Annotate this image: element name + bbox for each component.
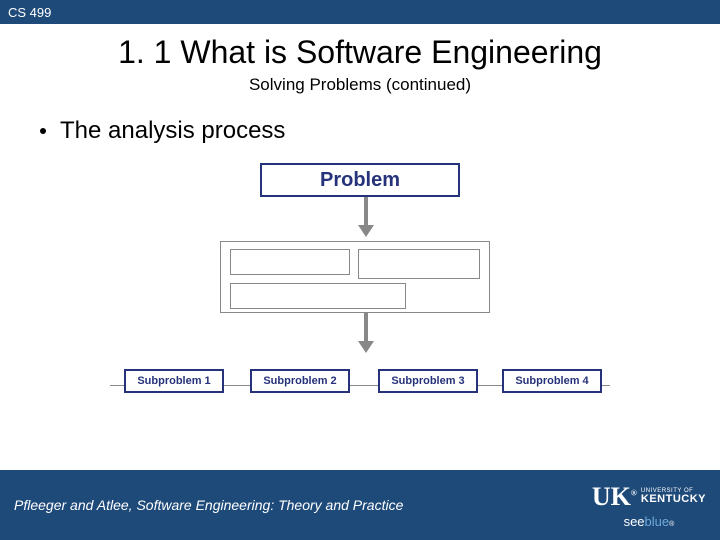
problem-label: Problem <box>262 165 458 195</box>
bullet-text: The analysis process <box>60 117 285 145</box>
uk-kentucky: KENTUCKY <box>641 494 706 505</box>
footer-bar: Pfleeger and Atlee, Software Engineering… <box>0 470 720 540</box>
bullet-item: The analysis process <box>40 117 720 145</box>
arrow-head-icon <box>358 225 374 237</box>
blue-text: blue <box>645 514 670 529</box>
uk-logo-row: UK® UNIVERSITY OF KENTUCKY <box>592 482 706 512</box>
slide-subtitle: Solving Problems (continued) <box>0 75 720 95</box>
header-bar: CS 499 <box>0 0 720 24</box>
mid-inner-box-2 <box>358 249 480 279</box>
subproblem-label: Subproblem 4 <box>504 371 600 391</box>
problem-box: Problem <box>260 163 460 197</box>
subproblem-box-2: Subproblem 2 <box>250 369 350 393</box>
subproblem-box-1: Subproblem 1 <box>124 369 224 393</box>
subproblem-box-3: Subproblem 3 <box>378 369 478 393</box>
arrow-head-icon <box>358 341 374 353</box>
analysis-diagram: Problem Subproblem 1 Subproblem 2 Subpro… <box>110 163 610 423</box>
mid-inner-box-1 <box>230 249 350 275</box>
subproblem-label: Subproblem 3 <box>380 371 476 391</box>
seeblue-tagline: seeblue® <box>624 514 675 529</box>
slide-title: 1. 1 What is Software Engineering <box>0 34 720 71</box>
subproblem-label: Subproblem 1 <box>126 371 222 391</box>
arrow-down-1-icon <box>358 197 374 237</box>
uk-logo: UK® UNIVERSITY OF KENTUCKY seeblue® <box>592 482 706 529</box>
citation-text: Pfleeger and Atlee, Software Engineering… <box>14 497 403 513</box>
subproblem-box-4: Subproblem 4 <box>502 369 602 393</box>
uk-mark: UK® <box>592 482 637 512</box>
course-code: CS 499 <box>8 5 51 20</box>
mid-inner-box-3 <box>230 283 406 309</box>
uk-name-stack: UNIVERSITY OF KENTUCKY <box>641 488 706 505</box>
arrow-line <box>364 197 368 225</box>
uk-mark-text: UK <box>592 482 631 511</box>
bullet-dot-icon <box>40 128 46 134</box>
see-text: see <box>624 514 645 529</box>
arrow-down-2-icon <box>358 313 374 353</box>
arrow-line <box>364 313 368 341</box>
subproblem-label: Subproblem 2 <box>252 371 348 391</box>
